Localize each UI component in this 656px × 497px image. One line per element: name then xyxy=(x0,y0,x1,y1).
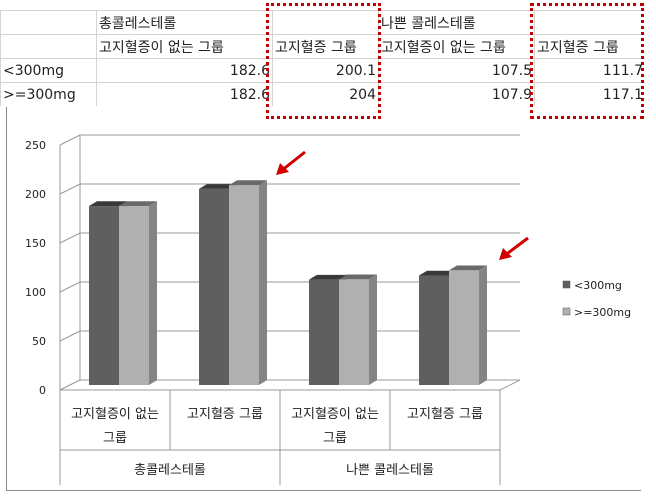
table-row: <300mg 182.6 200.1 107.5 111.7 xyxy=(0,58,645,83)
bar xyxy=(419,275,449,385)
data-table: 총콜레스테롤 나쁜 콜레스테롤 고지혈증이 없는 그룹 고지혈증 그룹 고지혈증… xyxy=(0,10,645,106)
gridline xyxy=(59,183,520,195)
legend-label: <300mg xyxy=(574,279,622,292)
floor xyxy=(59,379,521,391)
bar-top xyxy=(339,274,377,280)
cell xyxy=(0,10,97,35)
y-tick-label: 100 xyxy=(25,286,46,299)
cell: 204 xyxy=(272,82,379,106)
cell xyxy=(534,10,645,35)
bar-top xyxy=(419,270,457,276)
cell xyxy=(272,10,379,35)
bar xyxy=(199,188,229,385)
bar-top xyxy=(229,180,267,186)
highlight-box xyxy=(266,3,381,119)
bar xyxy=(119,206,149,385)
cell: 200.1 xyxy=(272,58,379,83)
cell: >=300mg xyxy=(0,82,97,106)
cell: 고지혈증이 없는 그룹 xyxy=(96,34,273,59)
arrow-icon xyxy=(280,150,306,173)
cell: 나쁜 콜레스테롤 xyxy=(378,10,535,35)
group-label: 나쁜 콜레스테롤 xyxy=(346,463,434,478)
bar xyxy=(339,279,369,385)
bar-side xyxy=(259,180,267,385)
bar-side xyxy=(479,265,487,385)
cell: 182.6 xyxy=(96,58,273,83)
cell: 107.5 xyxy=(378,58,535,83)
x-tick-label: 고지혈증 그룹 xyxy=(187,407,263,422)
cell xyxy=(0,34,97,59)
bar-top xyxy=(89,201,127,207)
cell: <300mg xyxy=(0,58,97,83)
x-tick-label: 고지혈증이 없는 xyxy=(71,407,159,422)
bar xyxy=(309,279,339,385)
arrow-head-icon xyxy=(276,163,289,175)
arrow-head-icon xyxy=(499,248,512,260)
x-tick-label: 그룹 xyxy=(103,431,127,446)
y-tick-label: 50 xyxy=(32,335,46,348)
bar-top xyxy=(449,265,487,271)
cell: 107.9 xyxy=(378,82,535,106)
bar xyxy=(449,270,479,385)
cell: 111.7 xyxy=(534,58,645,83)
legend-swatch xyxy=(562,307,571,316)
y-tick-label: 0 xyxy=(39,384,46,397)
chart-area xyxy=(6,107,641,491)
cell: 총콜레스테롤 xyxy=(96,10,273,35)
bar xyxy=(229,185,259,385)
table-row: >=300mg 182.6 204 107.9 117.1 xyxy=(0,82,645,106)
bar-top xyxy=(309,274,347,280)
bar xyxy=(89,206,119,385)
bar-side xyxy=(149,201,157,385)
legend-swatch xyxy=(562,280,571,289)
y-tick-label: 150 xyxy=(25,237,46,250)
bar-top xyxy=(119,201,157,207)
cell: 182.6 xyxy=(96,82,273,106)
gridline xyxy=(59,232,520,244)
legend-label: >=300mg xyxy=(574,306,631,319)
cell: 고지혈증이 없는 그룹 xyxy=(378,34,535,59)
x-tick-label: 고지혈증이 없는 xyxy=(291,407,379,422)
highlight-box xyxy=(530,3,644,119)
bar-side xyxy=(369,274,377,385)
group-label: 총콜레스테롤 xyxy=(134,463,206,478)
y-tick-label: 250 xyxy=(25,139,46,152)
x-tick-label: 그룹 xyxy=(323,431,347,446)
bar-top xyxy=(199,184,237,189)
cell: 117.1 xyxy=(534,82,645,106)
cell: 고지혈증 그룹 xyxy=(534,34,645,59)
x-tick-label: 고지혈증 그룹 xyxy=(407,407,483,422)
y-tick-label: 200 xyxy=(25,188,46,201)
gridline xyxy=(59,134,520,146)
cell: 고지혈증 그룹 xyxy=(272,34,379,59)
